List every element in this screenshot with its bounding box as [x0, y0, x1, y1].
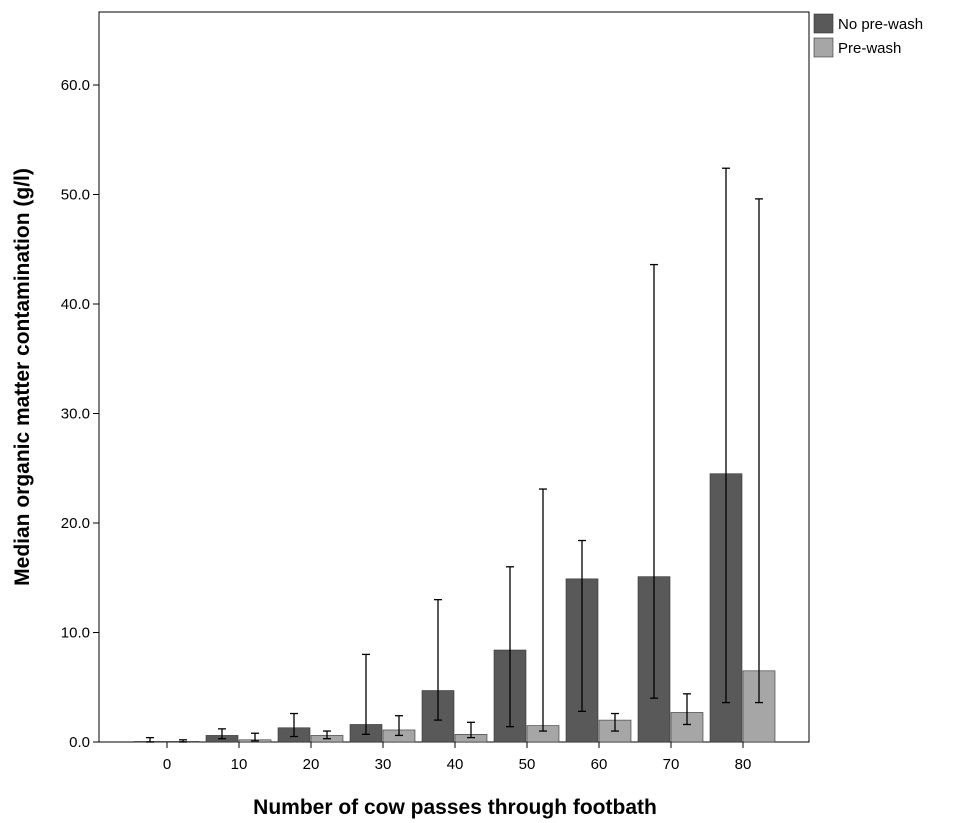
y-tick-label: 40.0: [61, 296, 90, 313]
y-axis-title: Median organic matter contamination (g/l…: [11, 168, 34, 586]
error-bar: [251, 732, 259, 742]
x-tick-label: 10: [231, 756, 248, 773]
x-axis: 0 10 20 30 40 50 60 70 80: [163, 742, 752, 773]
error-bar: [683, 693, 691, 726]
error-bars: [146, 167, 763, 743]
error-bar: [395, 715, 403, 737]
error-bar: [611, 712, 619, 732]
error-bar: [506, 566, 514, 728]
legend-label-pre-wash: Pre-wash: [838, 40, 901, 57]
legend-swatch-pre-wash: [813, 37, 834, 58]
x-tick-label: 50: [519, 756, 536, 773]
x-tick-label: 30: [375, 756, 392, 773]
error-bar: [362, 653, 370, 735]
error-bar: [755, 198, 763, 704]
error-bar: [218, 728, 226, 740]
legend: No pre-wash Pre-wash: [813, 13, 923, 58]
bars: [133, 473, 776, 743]
error-bar: [146, 736, 154, 743]
error-bar: [323, 730, 331, 740]
y-tick-label: 50.0: [61, 187, 90, 204]
x-tick-label: 80: [735, 756, 752, 773]
error-bar: [434, 599, 442, 721]
error-bar: [467, 721, 475, 739]
error-bar: [179, 739, 187, 743]
error-bar: [578, 539, 586, 712]
y-tick-label: 0.0: [69, 734, 90, 751]
x-tick-label: 60: [591, 756, 608, 773]
legend-swatch-no-pre-wash: [813, 13, 834, 34]
y-tick-label: 10.0: [61, 625, 90, 642]
y-tick-label: 30.0: [61, 406, 90, 423]
error-bar: [722, 167, 730, 704]
error-bar: [290, 712, 298, 738]
plot-frame: [98, 11, 810, 743]
x-tick-label: 0: [163, 756, 171, 773]
y-tick-label: 60.0: [61, 77, 90, 94]
error-bar: [650, 263, 658, 699]
y-tick-label: 20.0: [61, 515, 90, 532]
x-tick-label: 70: [663, 756, 680, 773]
x-tick-label: 40: [447, 756, 464, 773]
x-tick-label: 20: [303, 756, 320, 773]
y-axis: 0.0 10.0 20.0 30.0 40.0 50.0 60.0: [61, 77, 99, 751]
x-axis-title: Number of cow passes through footbath: [253, 796, 657, 819]
legend-label-no-pre-wash: No pre-wash: [838, 16, 923, 33]
error-bar: [539, 488, 547, 732]
